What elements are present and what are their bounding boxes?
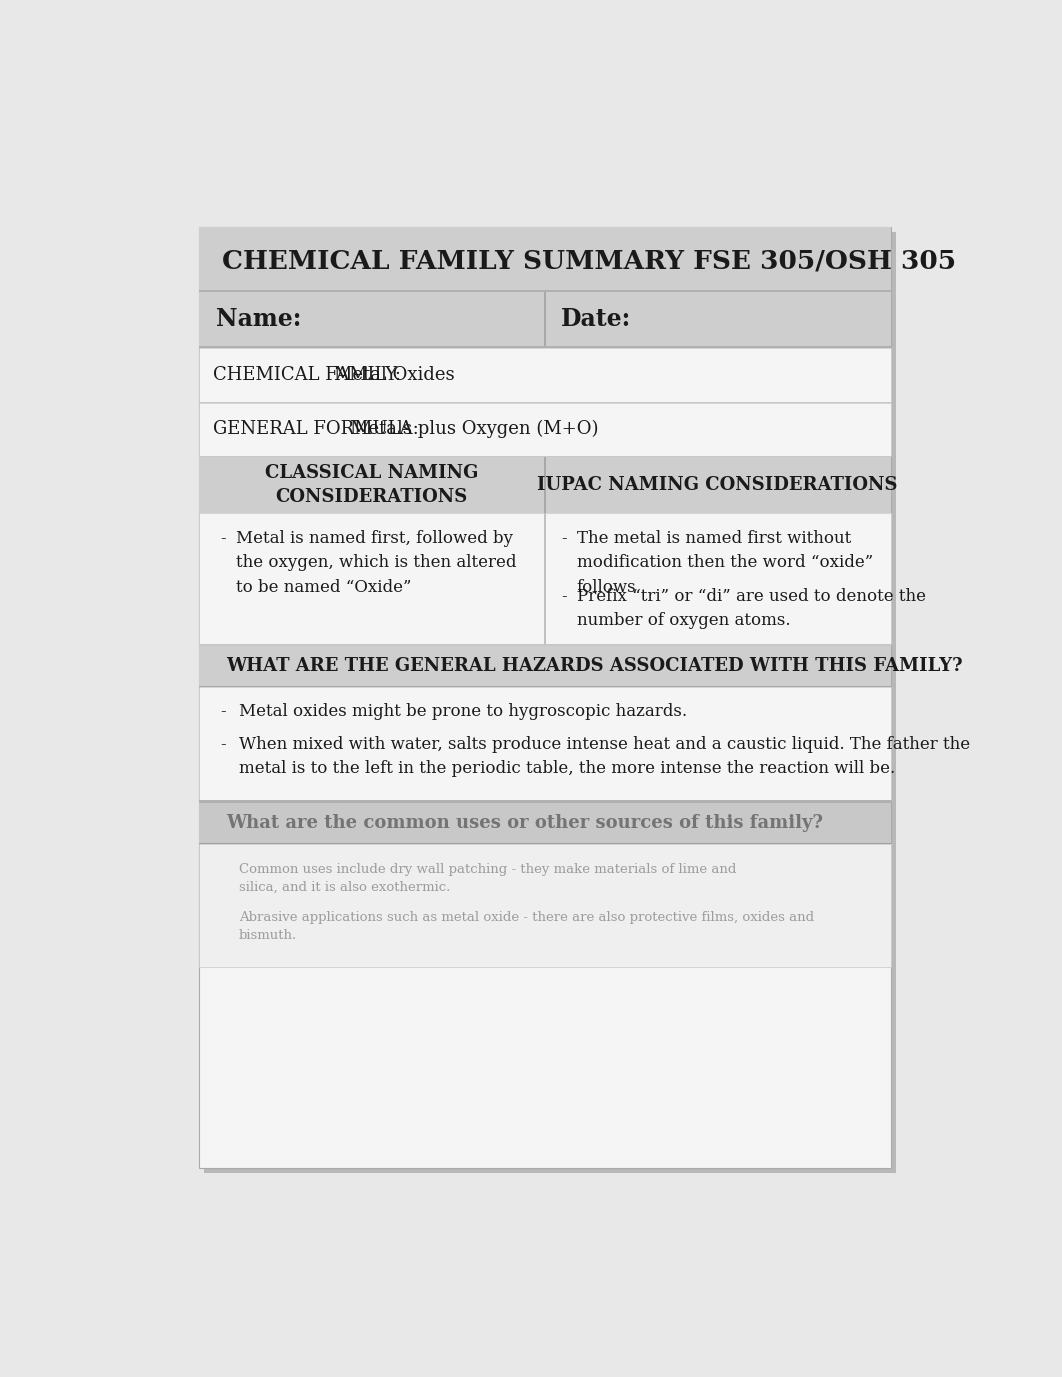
FancyBboxPatch shape bbox=[199, 646, 891, 686]
FancyBboxPatch shape bbox=[199, 803, 891, 843]
FancyBboxPatch shape bbox=[199, 346, 891, 348]
Text: -: - bbox=[220, 704, 226, 720]
Text: Abrasive applications such as metal oxide - there are also protective films, oxi: Abrasive applications such as metal oxid… bbox=[239, 910, 815, 942]
FancyBboxPatch shape bbox=[199, 403, 891, 456]
FancyBboxPatch shape bbox=[199, 227, 891, 291]
Text: -: - bbox=[562, 588, 567, 605]
FancyBboxPatch shape bbox=[199, 348, 891, 402]
FancyBboxPatch shape bbox=[199, 514, 891, 644]
Text: -: - bbox=[220, 530, 226, 547]
Text: -: - bbox=[562, 530, 567, 547]
FancyBboxPatch shape bbox=[545, 457, 546, 512]
Text: CHEMICAL FAMILY SUMMARY FSE 305/OSH 305: CHEMICAL FAMILY SUMMARY FSE 305/OSH 305 bbox=[222, 248, 956, 274]
Text: CHEMICAL FAMILY:: CHEMICAL FAMILY: bbox=[212, 366, 400, 384]
Text: Metal oxides might be prone to hygroscopic hazards.: Metal oxides might be prone to hygroscop… bbox=[239, 704, 687, 720]
Text: IUPAC NAMING CONSIDERATIONS: IUPAC NAMING CONSIDERATIONS bbox=[537, 476, 897, 494]
FancyBboxPatch shape bbox=[199, 800, 891, 803]
Text: Metals plus Oxygen (M+O): Metals plus Oxygen (M+O) bbox=[349, 420, 598, 438]
Text: Metal is named first, followed by
the oxygen, which is then altered
to be named : Metal is named first, followed by the ox… bbox=[236, 530, 516, 595]
FancyBboxPatch shape bbox=[545, 514, 546, 644]
Text: WHAT ARE THE GENERAL HAZARDS ASSOCIATED WITH THIS FAMILY?: WHAT ARE THE GENERAL HAZARDS ASSOCIATED … bbox=[226, 657, 962, 675]
Text: What are the common uses or other sources of this family?: What are the common uses or other source… bbox=[226, 814, 823, 832]
Text: When mixed with water, salts produce intense heat and a caustic liquid. The fath: When mixed with water, salts produce int… bbox=[239, 735, 970, 777]
Text: Metal Oxides: Metal Oxides bbox=[335, 366, 455, 384]
Text: Date:: Date: bbox=[562, 307, 632, 332]
Text: The metal is named first without
modification then the word “oxide”
follows: The metal is named first without modific… bbox=[577, 530, 873, 595]
FancyBboxPatch shape bbox=[199, 292, 891, 346]
FancyBboxPatch shape bbox=[199, 644, 891, 646]
FancyBboxPatch shape bbox=[199, 227, 891, 1168]
Text: CLASSICAL NAMING
CONSIDERATIONS: CLASSICAL NAMING CONSIDERATIONS bbox=[264, 464, 478, 505]
Text: Common uses include dry wall patching - they make materials of lime and
silica, : Common uses include dry wall patching - … bbox=[239, 863, 736, 894]
FancyBboxPatch shape bbox=[199, 457, 891, 512]
FancyBboxPatch shape bbox=[204, 233, 896, 1173]
Text: GENERAL FORMULA:: GENERAL FORMULA: bbox=[212, 420, 418, 438]
Text: Prefix “tri” or “di” are used to denote the
number of oxygen atoms.: Prefix “tri” or “di” are used to denote … bbox=[577, 588, 926, 629]
FancyBboxPatch shape bbox=[199, 291, 891, 292]
FancyBboxPatch shape bbox=[545, 292, 546, 346]
FancyBboxPatch shape bbox=[199, 844, 891, 967]
FancyBboxPatch shape bbox=[199, 402, 891, 403]
Text: Name:: Name: bbox=[216, 307, 301, 332]
FancyBboxPatch shape bbox=[199, 687, 891, 800]
FancyBboxPatch shape bbox=[199, 456, 891, 457]
Text: -: - bbox=[220, 735, 226, 753]
